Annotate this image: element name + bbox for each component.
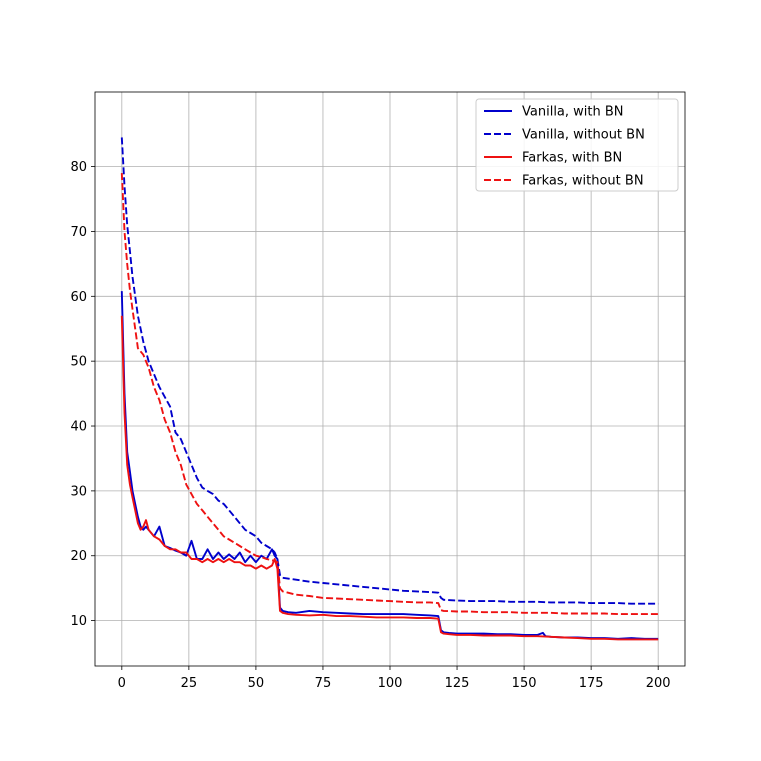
y-tick-label: 70	[70, 225, 87, 240]
legend: Vanilla, with BN Vanilla, without BN Farka…	[475, 98, 679, 192]
legend-box	[475, 98, 679, 192]
legend-label: Vanilla, with BN	[522, 105, 624, 120]
y-tick-label: 20	[70, 549, 87, 564]
x-tick-label: 100	[378, 676, 403, 691]
x-tick-label: 200	[646, 676, 671, 691]
y-tick-label: 50	[70, 355, 87, 370]
series-line-3	[120, 315, 659, 641]
x-tick-label: 125	[445, 676, 470, 691]
x-tick-label: 25	[181, 676, 198, 691]
x-tick-label: 150	[512, 676, 537, 691]
legend-label: Farkas, without BN	[522, 174, 644, 189]
series-line-2	[120, 137, 659, 605]
x-tick-label: 0	[118, 676, 126, 691]
y-tick-label: 80	[70, 160, 87, 175]
y-tick-label: 10	[70, 614, 87, 629]
y-tick-label: 30	[70, 484, 87, 499]
series-line-4	[120, 173, 659, 616]
series-lines	[120, 137, 659, 641]
legend-label: Vanilla, without BN	[522, 128, 645, 143]
x-tick-label: 175	[579, 676, 604, 691]
y-tick-label: 40	[70, 420, 87, 435]
y-tick-label: 60	[70, 290, 87, 305]
x-tick-label: 50	[248, 676, 265, 691]
legend-label: Farkas, with BN	[522, 151, 622, 166]
axis-ticks: 0 25 50 75 100 125 150 175 200 10 20 30 40 50 60 70 80	[70, 160, 670, 691]
x-tick-label: 75	[315, 676, 332, 691]
